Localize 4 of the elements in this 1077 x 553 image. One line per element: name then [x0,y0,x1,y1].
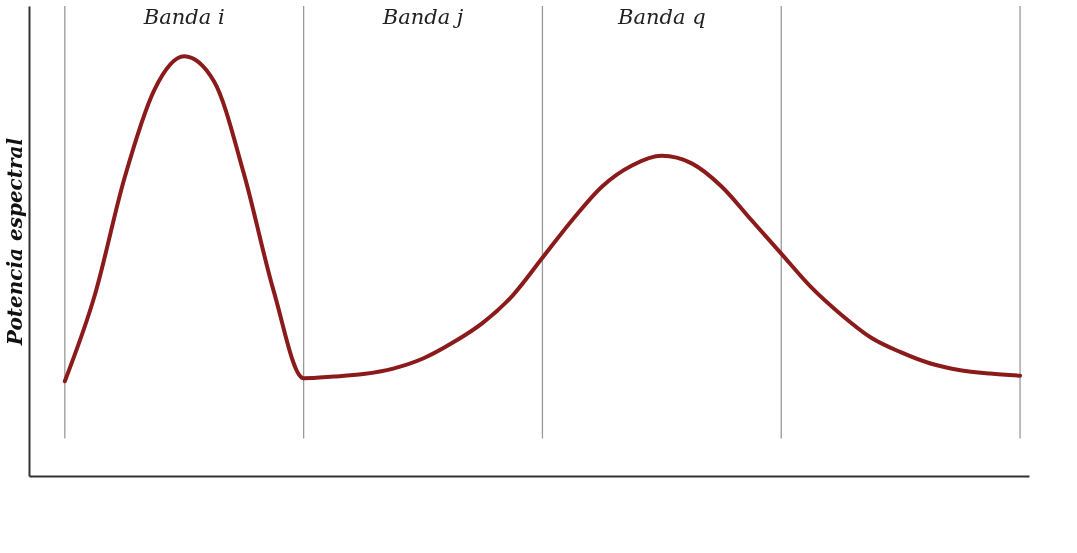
text: Banda j [381,5,464,29]
text: Banda i [142,5,225,29]
text: Banda q [617,5,706,29]
y-axis-title: Potencia espectral [2,137,27,347]
